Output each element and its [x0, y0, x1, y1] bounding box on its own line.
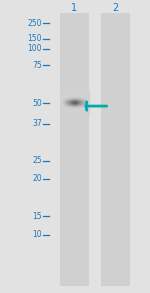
- Text: 10: 10: [32, 231, 42, 239]
- Text: 1: 1: [71, 3, 77, 13]
- Bar: [60, 13, 89, 286]
- Text: 20: 20: [32, 174, 42, 183]
- Text: 250: 250: [27, 19, 42, 28]
- Text: 75: 75: [32, 61, 42, 69]
- Bar: [101, 13, 130, 286]
- Text: 25: 25: [32, 156, 42, 165]
- Text: 37: 37: [32, 119, 42, 128]
- Text: 2: 2: [112, 3, 119, 13]
- Text: 15: 15: [32, 212, 42, 221]
- Text: 100: 100: [27, 45, 42, 53]
- Text: 50: 50: [32, 99, 42, 108]
- Text: 150: 150: [27, 34, 42, 43]
